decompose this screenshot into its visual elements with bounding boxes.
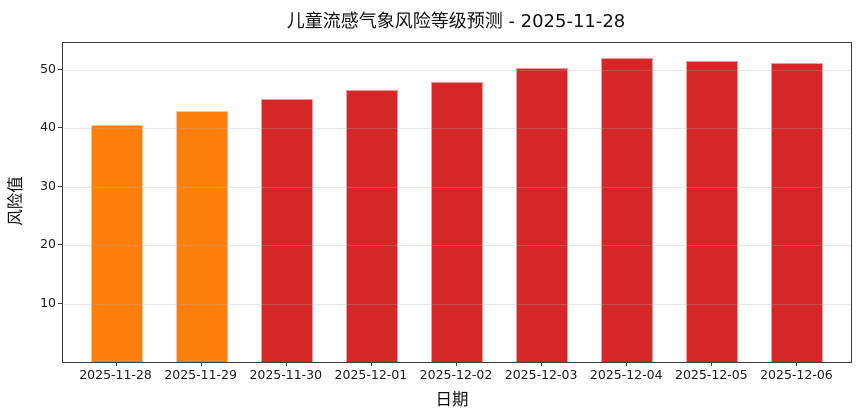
bar-2025-12-02 xyxy=(431,81,483,362)
y-tick-mark-20 xyxy=(58,244,62,246)
y-tick-mark-30 xyxy=(58,185,62,187)
x-tick-mark-2025-12-02 xyxy=(456,362,457,366)
x-axis-label: 日期 xyxy=(435,390,469,409)
x-tick-label-2025-12-01: 2025-12-01 xyxy=(334,367,408,382)
x-tick-label-2025-12-05: 2025-12-05 xyxy=(675,367,748,382)
bar-2025-11-28 xyxy=(90,125,143,362)
x-tick-label-2025-11-28: 2025-11-28 xyxy=(79,367,152,382)
y-tick-label-20: 20 xyxy=(40,236,56,252)
y-tick-label-50: 50 xyxy=(40,60,56,76)
bar-2025-12-04 xyxy=(601,58,654,362)
x-tick-mark-2025-12-06 xyxy=(796,362,798,366)
x-tick-label-2025-11-30: 2025-11-30 xyxy=(249,367,323,382)
bar-2025-12-06 xyxy=(771,62,824,362)
x-tick-mark-2025-12-01 xyxy=(370,362,372,366)
y-tick-label-10: 10 xyxy=(40,294,56,310)
x-tick-label-2025-12-02: 2025-12-02 xyxy=(419,367,493,382)
bar-2025-12-03 xyxy=(516,67,569,362)
bar-2025-11-29 xyxy=(175,110,228,362)
bars-layer xyxy=(63,43,851,362)
plot-area xyxy=(62,42,852,363)
x-tick-mark-2025-11-30 xyxy=(285,362,287,366)
x-tick-label-2025-11-29: 2025-11-29 xyxy=(164,367,237,382)
bar-2025-12-05 xyxy=(686,60,739,362)
y-tick-label-40: 40 xyxy=(40,119,56,135)
chart-title: 儿童流感气象风险等级预测 - 2025-11-28 xyxy=(286,11,626,32)
x-tick-label-2025-12-06: 2025-12-06 xyxy=(760,367,833,382)
x-tick-label-2025-12-03: 2025-12-03 xyxy=(504,367,578,382)
x-tick-mark-2025-11-29 xyxy=(200,362,202,366)
x-tick-mark-2025-12-03 xyxy=(541,362,543,366)
x-tick-label-2025-12-04: 2025-12-04 xyxy=(589,367,663,382)
bar-2025-11-30 xyxy=(260,98,313,362)
bar-2025-12-01 xyxy=(345,89,398,362)
y-tick-mark-10 xyxy=(58,302,62,304)
x-tick-mark-2025-12-04 xyxy=(626,362,628,366)
x-tick-mark-2025-12-05 xyxy=(711,362,713,366)
y-tick-mark-50 xyxy=(58,68,62,70)
y-tick-mark-40 xyxy=(58,127,62,129)
x-tick-mark-2025-11-28 xyxy=(115,362,117,366)
y-tick-label-30: 30 xyxy=(40,177,56,193)
